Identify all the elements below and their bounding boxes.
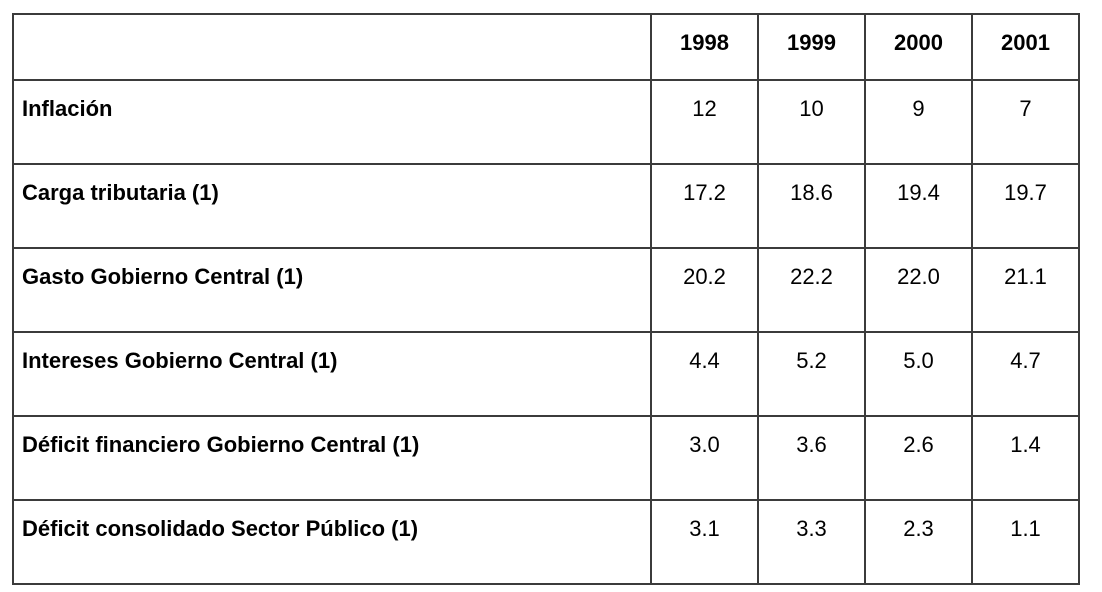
header-empty-cell <box>12 13 652 81</box>
cell-value: 19.4 <box>864 163 973 249</box>
cell-value: 20.2 <box>650 247 759 333</box>
cell-value: 4.4 <box>650 331 759 417</box>
cell-value: 7 <box>971 79 1080 165</box>
header-row: 1998 1999 2000 2001 <box>12 13 1080 81</box>
table-row-intereses-gobierno: Intereses Gobierno Central (1) 4.4 5.2 5… <box>12 331 1080 417</box>
cell-value: 3.3 <box>757 499 866 585</box>
cell-value: 1.4 <box>971 415 1080 501</box>
cell-value: 5.0 <box>864 331 973 417</box>
cell-value: 5.2 <box>757 331 866 417</box>
cell-value: 2.6 <box>864 415 973 501</box>
cell-value: 12 <box>650 79 759 165</box>
row-label: Gasto Gobierno Central (1) <box>12 247 652 333</box>
table-container: 1998 1999 2000 2001 Inflación 12 10 9 7 … <box>12 13 1080 585</box>
table-row-deficit-financiero: Déficit financiero Gobierno Central (1) … <box>12 415 1080 501</box>
table-row-inflacion: Inflación 12 10 9 7 <box>12 79 1080 165</box>
cell-value: 9 <box>864 79 973 165</box>
cell-value: 18.6 <box>757 163 866 249</box>
table-row-gasto-gobierno: Gasto Gobierno Central (1) 20.2 22.2 22.… <box>12 247 1080 333</box>
cell-value: 3.1 <box>650 499 759 585</box>
row-label: Inflación <box>12 79 652 165</box>
economic-indicators-table: 1998 1999 2000 2001 Inflación 12 10 9 7 … <box>12 13 1080 585</box>
row-label: Carga tributaria (1) <box>12 163 652 249</box>
table-row-carga-tributaria: Carga tributaria (1) 17.2 18.6 19.4 19.7 <box>12 163 1080 249</box>
year-header-2001: 2001 <box>971 13 1080 81</box>
cell-value: 2.3 <box>864 499 973 585</box>
year-header-1999: 1999 <box>757 13 866 81</box>
row-label: Intereses Gobierno Central (1) <box>12 331 652 417</box>
year-header-2000: 2000 <box>864 13 973 81</box>
cell-value: 4.7 <box>971 331 1080 417</box>
cell-value: 22.0 <box>864 247 973 333</box>
cell-value: 3.0 <box>650 415 759 501</box>
row-label: Déficit financiero Gobierno Central (1) <box>12 415 652 501</box>
cell-value: 17.2 <box>650 163 759 249</box>
cell-value: 3.6 <box>757 415 866 501</box>
cell-value: 21.1 <box>971 247 1080 333</box>
cell-value: 22.2 <box>757 247 866 333</box>
cell-value: 1.1 <box>971 499 1080 585</box>
table-row-deficit-consolidado: Déficit consolidado Sector Público (1) 3… <box>12 499 1080 585</box>
year-header-1998: 1998 <box>650 13 759 81</box>
cell-value: 19.7 <box>971 163 1080 249</box>
row-label: Déficit consolidado Sector Público (1) <box>12 499 652 585</box>
cell-value: 10 <box>757 79 866 165</box>
